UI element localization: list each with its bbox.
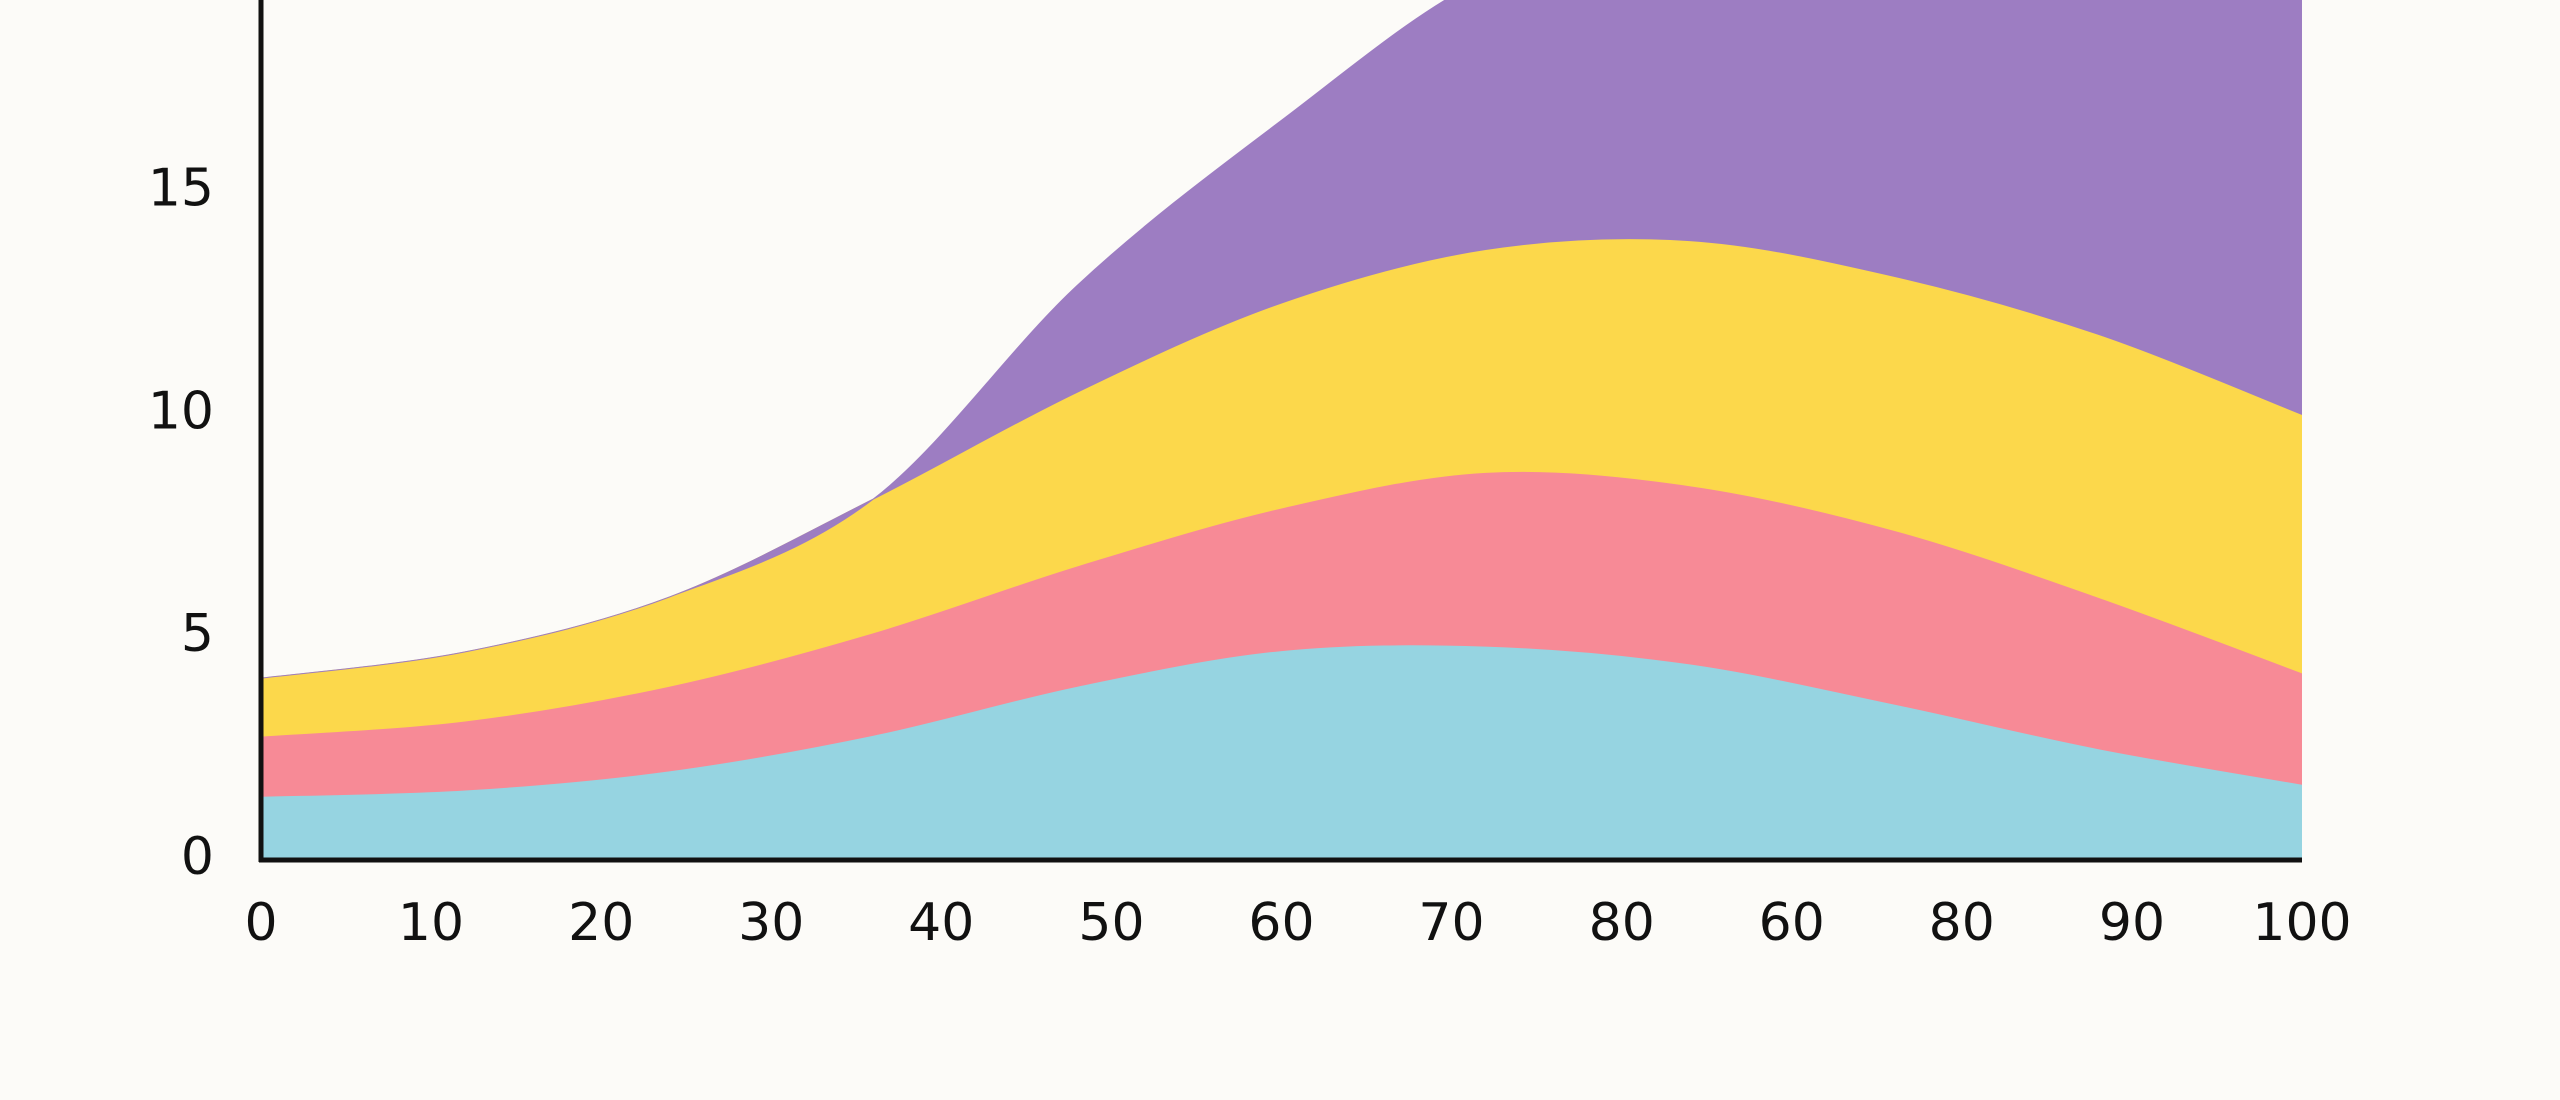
y-tick-label: 0 [181, 827, 214, 887]
x-tick-label: 30 [738, 893, 804, 953]
x-tick-label: 0 [244, 893, 277, 953]
x-tick-label: 90 [2099, 893, 2165, 953]
plot-area [261, 0, 2302, 860]
x-tick-label: 100 [2252, 893, 2351, 953]
area [261, 0, 2302, 679]
x-tick-label: 60 [1759, 893, 1825, 953]
y-tick-label: 5 [181, 604, 214, 664]
y-tick-label: 15 [148, 159, 214, 219]
x-tick-label: 80 [1929, 893, 1995, 953]
x-tick-label: 40 [908, 893, 974, 953]
x-tick-label: 70 [1418, 893, 1484, 953]
x-tick-label: 20 [568, 893, 634, 953]
x-tick-label: 10 [398, 893, 464, 953]
x-tick-label: 50 [1078, 893, 1144, 953]
x-tick-label: 80 [1589, 893, 1655, 953]
y-tick-label: 10 [148, 381, 214, 441]
x-tick-label: 60 [1248, 893, 1314, 953]
